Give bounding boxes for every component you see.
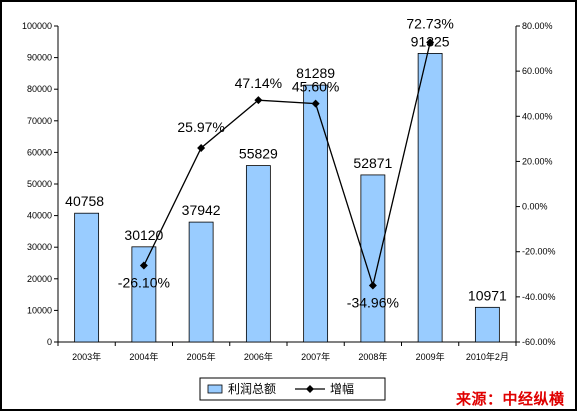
line-marker xyxy=(311,99,320,108)
x-tick-label: 2005年 xyxy=(187,351,216,362)
y-tick-label: 40000 xyxy=(27,211,52,221)
y-tick-label: 30000 xyxy=(27,242,52,252)
y2-tick-label: 60.00% xyxy=(522,66,553,76)
y2-tick-label: 40.00% xyxy=(522,111,553,121)
line-data-label: 45.60% xyxy=(292,79,339,95)
x-tick-label: 2006年 xyxy=(244,351,273,362)
y-tick-label: 50000 xyxy=(27,179,52,189)
line-data-label: -26.10% xyxy=(118,274,170,290)
y-tick-label: 10000 xyxy=(27,305,52,315)
legend-bar-label: 利润总额 xyxy=(228,382,276,396)
y-tick-label: 100000 xyxy=(22,21,52,31)
axes: 0 10000 20000 30000 40000 50000 60000 70000 8000… xyxy=(22,21,556,362)
bar-data-label: 40758 xyxy=(65,193,104,209)
x-tick-label: 2009年 xyxy=(416,351,445,362)
line-data-label: -34.96% xyxy=(347,294,399,310)
source-note: 来源：中经纵横 xyxy=(456,391,565,408)
bar-data-label: 81289 xyxy=(296,65,335,81)
legend-line-label: 增幅 xyxy=(330,381,354,396)
line-marker xyxy=(426,38,435,47)
bar-data-label: 52871 xyxy=(353,155,392,171)
legend-line-marker xyxy=(306,385,314,393)
line-data-label: 25.97% xyxy=(177,119,224,135)
y-tick-label: 20000 xyxy=(27,274,52,284)
x-tick-label: 2010年2月 xyxy=(466,351,509,362)
y2-tick-label: 20.00% xyxy=(522,156,553,166)
y2-tick-label: 80.00% xyxy=(522,21,553,31)
y-tick-label: 60000 xyxy=(27,147,52,157)
line-marker xyxy=(368,281,377,290)
bar xyxy=(474,306,500,343)
bar xyxy=(188,221,214,343)
bar xyxy=(417,53,443,343)
bar xyxy=(74,212,100,343)
bar xyxy=(303,84,329,343)
bar xyxy=(131,246,157,343)
x-tick-label: 2004年 xyxy=(129,351,158,362)
data-labels: 40758 30120 37942 55829 81289 52871 91325 10971… xyxy=(65,15,507,310)
legend-bar-swatch xyxy=(207,384,223,394)
y2-tick-label: 0.00% xyxy=(522,202,548,212)
bar-data-label: 30120 xyxy=(124,227,163,243)
legend: 利润总额 增幅 xyxy=(199,377,386,401)
bar xyxy=(245,165,271,343)
x-tick-label: 2008年 xyxy=(358,351,387,362)
bar-data-label: 91325 xyxy=(411,33,450,49)
bar-series xyxy=(74,53,500,343)
y-tick-label: 70000 xyxy=(27,116,52,126)
x-tick-label: 2003年 xyxy=(72,351,101,362)
bar-data-label: 10971 xyxy=(468,287,507,303)
line-marker xyxy=(254,96,263,105)
y-tick-label: 80000 xyxy=(27,84,52,94)
line-marker xyxy=(139,261,148,270)
y-tick-label: 90000 xyxy=(27,53,52,63)
bar-data-label: 37942 xyxy=(182,202,221,218)
y2-tick-label: -40.00% xyxy=(522,292,556,302)
legend-box xyxy=(199,377,386,401)
x-tick-label: 2007年 xyxy=(301,351,330,362)
y2-tick-label: -60.00% xyxy=(522,337,556,347)
bar-data-label: 55829 xyxy=(239,146,278,162)
line-path xyxy=(143,42,431,288)
line-marker xyxy=(197,143,206,152)
y-tick-label: 0 xyxy=(47,337,52,347)
line-data-label: 72.73% xyxy=(406,15,453,31)
line-series xyxy=(139,38,435,290)
y2-tick-label: -20.00% xyxy=(522,247,556,257)
line-data-label: 47.14% xyxy=(235,75,282,91)
